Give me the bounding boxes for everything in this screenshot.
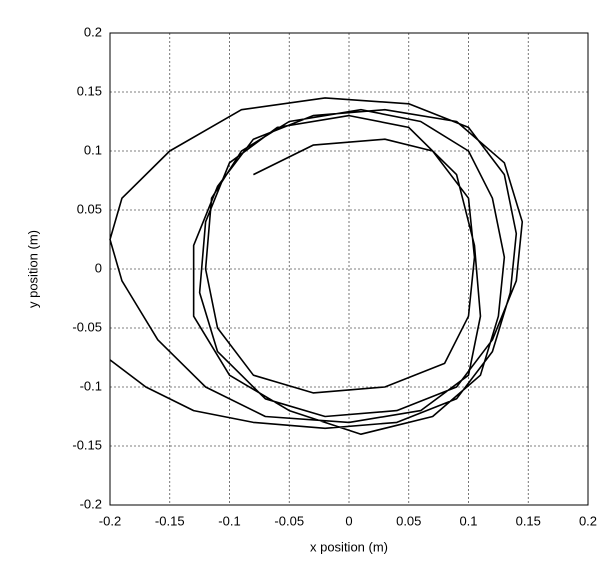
x-tick-label: 0.1	[459, 513, 477, 528]
y-tick-label: -0.05	[72, 319, 102, 334]
x-tick-label: 0.2	[579, 513, 597, 528]
x-tick-label: 0.05	[396, 513, 421, 528]
x-tick-label: -0.1	[218, 513, 240, 528]
plot-frame	[109, 32, 589, 506]
y-tick-label: 0.15	[77, 83, 102, 98]
y-tick-label: 0.05	[77, 201, 102, 216]
y-tick-label: 0.1	[84, 142, 102, 157]
x-axis-label: x position (m)	[310, 539, 388, 554]
trajectory-line	[109, 97, 524, 435]
y-tick-label: -0.2	[80, 496, 102, 511]
x-tick-label: -0.15	[155, 513, 185, 528]
x-tick-label: 0.15	[516, 513, 541, 528]
x-tick-label: 0	[345, 513, 352, 528]
y-tick-label: -0.1	[80, 378, 102, 393]
x-tick-label: -0.2	[99, 513, 121, 528]
y-tick-label: 0.2	[84, 24, 102, 39]
y-tick-label: -0.15	[72, 437, 102, 452]
y-tick-label: 0	[95, 260, 102, 275]
y-axis-label: y position (m)	[25, 230, 40, 308]
x-tick-label: -0.05	[274, 513, 304, 528]
